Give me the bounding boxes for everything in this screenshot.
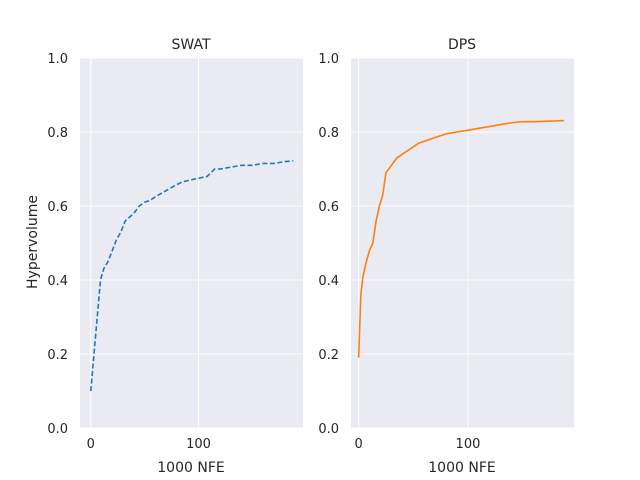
chart-title: DPS [448, 37, 476, 53]
x-axis-label: 1000 NFE [428, 460, 495, 476]
y-tick-label: 0.2 [318, 348, 339, 363]
y-tick-label: 0.0 [318, 422, 339, 437]
y-tick-label: 0.2 [47, 348, 68, 363]
y-tick-label: 0.8 [318, 126, 339, 141]
y-tick-label: 0.6 [47, 200, 68, 215]
y-tick-label: 0.8 [47, 126, 68, 141]
y-tick-label: 0.6 [318, 200, 339, 215]
x-axis-label: 1000 NFE [157, 460, 224, 476]
y-tick-label: 0.4 [318, 274, 339, 289]
plot-area [80, 58, 303, 428]
y-tick-label: 0.4 [47, 274, 68, 289]
series-line [89, 160, 294, 392]
x-tick-label: 100 [186, 437, 211, 452]
y-tick-label: 1.0 [318, 52, 339, 67]
swat-chart: SWAT 1000 NFE Hypervolume 0.0 0.2 0.4 0.6 0.… [25, 37, 303, 476]
series-line [357, 119, 565, 358]
plot-area [351, 58, 574, 428]
x-tick-label: 100 [456, 437, 481, 452]
chart-title: SWAT [171, 37, 210, 53]
y-tick-label: 1.0 [47, 52, 68, 67]
y-axis-label: Hypervolume [25, 195, 41, 289]
x-tick-label: 0 [87, 437, 95, 452]
dps-chart: DPS 1000 NFE 0.0 0.2 0.4 0.6 0.8 1.0 0 100 [318, 37, 574, 476]
x-tick-label: 0 [355, 437, 363, 452]
y-tick-label: 0.0 [47, 422, 68, 437]
